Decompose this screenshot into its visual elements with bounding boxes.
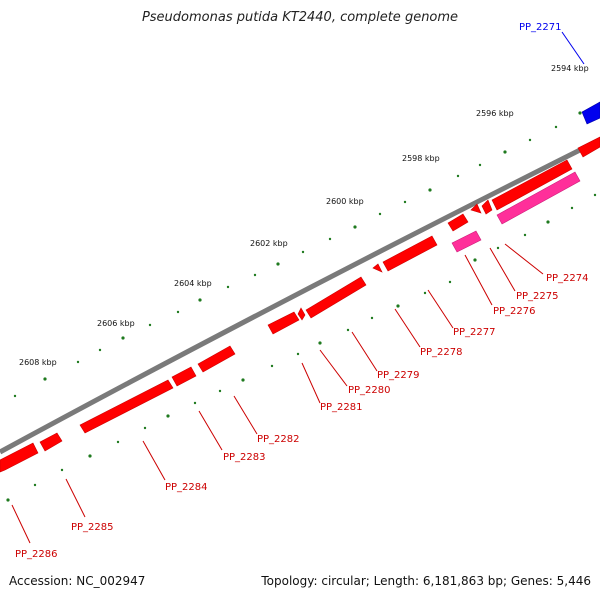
outer-tick-row xyxy=(13,111,582,398)
gene-label[interactable]: PP_2274 xyxy=(546,273,589,284)
tick-label: 2602 kbp xyxy=(250,239,288,248)
gene-pp-2284[interactable] xyxy=(79,379,174,434)
tick-label: 2596 kbp xyxy=(476,109,514,118)
gene-label[interactable]: PP_2286 xyxy=(15,549,58,560)
gene-pp-2286[interactable] xyxy=(0,442,39,473)
gene-pp-2271[interactable] xyxy=(581,101,600,125)
label-leader-line-blue xyxy=(561,31,585,65)
gene-label[interactable]: PP_2281 xyxy=(320,402,363,413)
gene-pp-2285[interactable] xyxy=(39,432,63,452)
gene-pink-a[interactable] xyxy=(451,230,482,253)
gene-pp-2274[interactable] xyxy=(491,159,573,211)
gene-label[interactable]: PP_2271 xyxy=(519,22,562,33)
gene-pp-2278[interactable] xyxy=(372,263,383,273)
gene-pp-2277[interactable] xyxy=(382,235,438,272)
tick-label: 2604 kbp xyxy=(174,279,212,288)
tick-label: 2606 kbp xyxy=(97,319,135,328)
gene-pp-2275b[interactable] xyxy=(481,199,493,215)
gene-pink-b[interactable] xyxy=(496,171,581,225)
forward-genes xyxy=(0,136,600,473)
label-leader-lines xyxy=(11,243,544,544)
genome-summary: Topology: circular; Length: 6,181,863 bp… xyxy=(261,574,591,588)
gene-pp-2283[interactable] xyxy=(171,366,197,387)
tick-label: 2594 kbp xyxy=(551,64,589,73)
gene-label[interactable]: PP_2275 xyxy=(516,291,559,302)
gene-label[interactable]: PP_2283 xyxy=(223,452,266,463)
reverse-genes xyxy=(451,171,581,253)
tick-label: 2600 kbp xyxy=(326,197,364,206)
genome-title: Pseudomonas putida KT2440, complete geno… xyxy=(141,10,459,25)
gene-label[interactable]: PP_2282 xyxy=(257,434,300,445)
gene-label[interactable]: PP_2284 xyxy=(165,482,208,493)
gene-label[interactable]: PP_2278 xyxy=(420,347,463,358)
genome-backbone xyxy=(0,137,600,455)
gene-pp-2276[interactable] xyxy=(447,213,469,232)
gene-label[interactable]: PP_2285 xyxy=(71,522,114,533)
tick-label: 2598 kbp xyxy=(402,154,440,163)
gene-pp-2279[interactable] xyxy=(305,276,367,319)
gene-pp-2273[interactable] xyxy=(577,136,600,158)
tick-label: 2608 kbp xyxy=(19,358,57,367)
gene-pp-2281[interactable] xyxy=(267,311,300,335)
gene-label[interactable]: PP_2279 xyxy=(377,370,420,381)
accession-label: Accession: NC_002947 xyxy=(9,574,146,588)
gene-label[interactable]: PP_2280 xyxy=(348,385,391,396)
gene-label[interactable]: PP_2276 xyxy=(493,306,536,317)
gene-pp-2282[interactable] xyxy=(197,345,236,373)
inner-tick-row xyxy=(6,193,597,502)
gene-label[interactable]: PP_2277 xyxy=(453,327,496,338)
gene-pp-2280[interactable] xyxy=(297,307,306,321)
gene-pp-2275a[interactable] xyxy=(470,203,482,214)
